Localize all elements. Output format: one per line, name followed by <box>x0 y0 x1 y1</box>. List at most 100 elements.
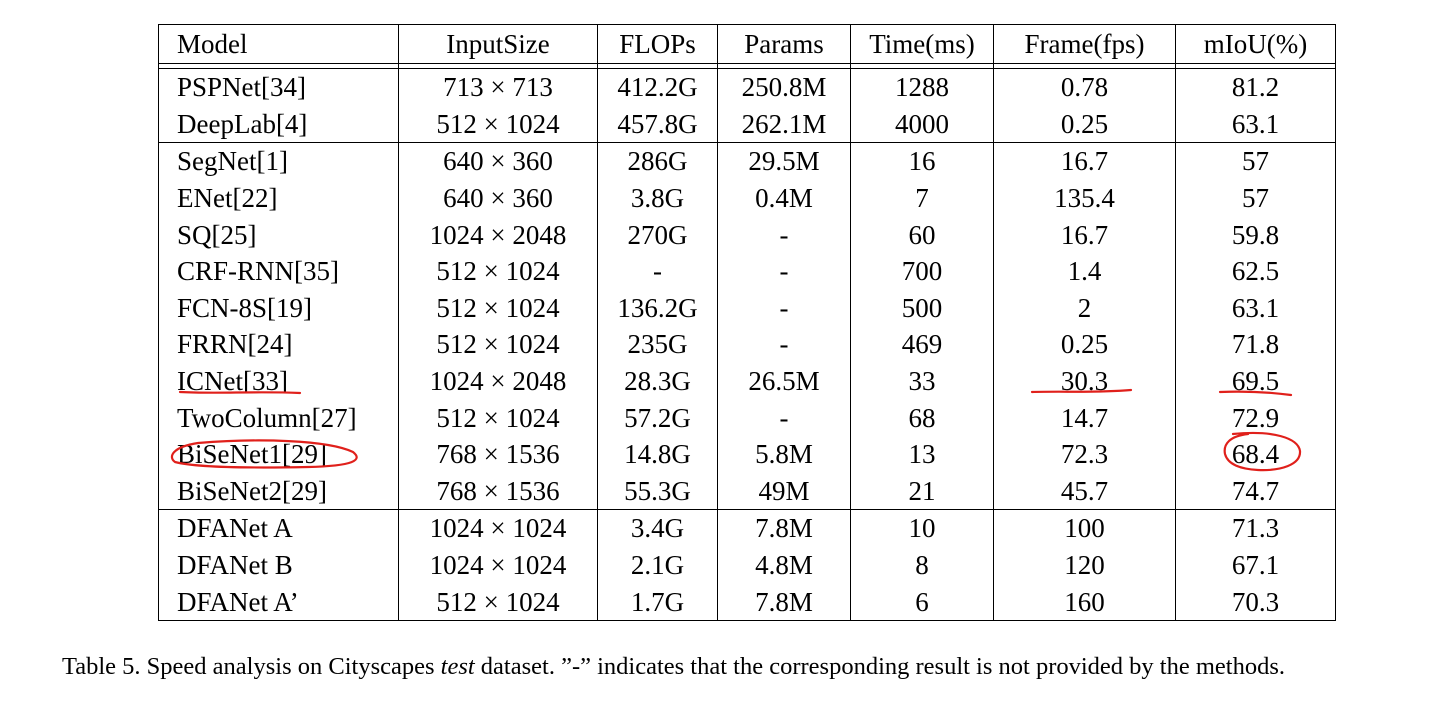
table-caption: Table 5. Speed analysis on Cityscapes te… <box>62 652 1442 682</box>
table-body: PSPNet[34] 713 × 713 412.2G 250.8M 1288 0.78 8… <box>158 68 1336 621</box>
cell-params: 5.8M <box>717 435 851 473</box>
cell-time: 8 <box>850 546 994 584</box>
cell-flops: 14.8G <box>597 435 718 473</box>
cell-inputsize: 1024 × 2048 <box>398 362 598 400</box>
table-row: BiSeNet1[29] 768 × 1536 14.8G 5.8M 13 72.3 68.… <box>158 435 1336 473</box>
cell-miou: 71.3 <box>1175 509 1336 547</box>
cell-flops: 412.2G <box>597 68 718 106</box>
table-row: DeepLab[4] 512 × 1024 457.8G 262.1M 4000 0.25… <box>158 105 1336 144</box>
cell-inputsize: 512 × 1024 <box>398 399 598 436</box>
cell-model: SQ[25] <box>158 216 399 253</box>
caption-emphasis: test <box>440 653 475 680</box>
cell-frame: 120 <box>993 546 1176 584</box>
cell-params: 262.1M <box>717 105 851 144</box>
cell-flops: - <box>597 252 718 290</box>
cell-time: 13 <box>850 435 994 473</box>
cell-inputsize: 512 × 1024 <box>398 583 598 621</box>
table-header-row: Model InputSize FLOPs Params Time(ms) Fr… <box>158 24 1336 64</box>
cell-flops: 3.8G <box>597 179 718 217</box>
cell-inputsize: 1024 × 2048 <box>398 216 598 253</box>
cell-model: SegNet[1] <box>158 142 399 180</box>
cell-frame: 1.4 <box>993 252 1176 290</box>
cell-model: FRRN[24] <box>158 326 399 363</box>
cell-time: 21 <box>850 472 994 511</box>
cell-params: 49M <box>717 472 851 511</box>
cell-miou: 57 <box>1175 142 1336 180</box>
table-row: DFANet A 1024 × 1024 3.4G 7.8M 10 100 71.3 <box>158 509 1336 547</box>
cell-params: 0.4M <box>717 179 851 217</box>
caption-prefix: Table 5. Speed analysis on Cityscapes <box>62 653 441 680</box>
table-row: DFANet B 1024 × 1024 2.1G 4.8M 8 120 67.1 <box>158 546 1336 584</box>
cell-time: 4000 <box>850 105 994 144</box>
table-row: PSPNet[34] 713 × 713 412.2G 250.8M 1288 0.78 8… <box>158 68 1336 106</box>
cell-time: 16 <box>850 142 994 180</box>
cell-miou: 67.1 <box>1175 546 1336 584</box>
cell-time: 7 <box>850 179 994 217</box>
cell-params: 7.8M <box>717 583 851 621</box>
cell-inputsize: 512 × 1024 <box>398 326 598 363</box>
cell-model: ICNet[33] <box>158 362 399 400</box>
cell-params: 26.5M <box>717 362 851 400</box>
cell-inputsize: 1024 × 1024 <box>398 546 598 584</box>
cell-time: 10 <box>850 509 994 547</box>
cell-model: BiSeNet1[29] <box>158 435 399 473</box>
cell-model: ENet[22] <box>158 179 399 217</box>
cell-model: DFANet A’ <box>158 583 399 621</box>
col-header-params: Params <box>717 24 851 64</box>
cell-inputsize: 713 × 713 <box>398 68 598 106</box>
cell-miou: 74.7 <box>1175 472 1336 511</box>
cell-flops: 55.3G <box>597 472 718 511</box>
cell-miou: 62.5 <box>1175 252 1336 290</box>
cell-model: DFANet A <box>158 509 399 547</box>
caption-suffix: dataset. ”-” indicates that the correspo… <box>474 653 1286 680</box>
speed-analysis-table: Model InputSize FLOPs Params Time(ms) Fr… <box>158 24 1336 621</box>
cell-model: BiSeNet2[29] <box>158 472 399 511</box>
cell-frame: 0.25 <box>993 326 1176 363</box>
cell-inputsize: 640 × 360 <box>398 142 598 180</box>
cell-frame: 2 <box>993 289 1176 327</box>
cell-model: DeepLab[4] <box>158 105 399 144</box>
cell-inputsize: 512 × 1024 <box>398 289 598 327</box>
cell-inputsize: 512 × 1024 <box>398 105 598 144</box>
col-header-flops: FLOPs <box>597 24 718 64</box>
table-row: CRF-RNN[35] 512 × 1024- -700 1.4 62.5 <box>158 252 1336 290</box>
col-header-model: Model <box>158 24 399 64</box>
cell-params: 7.8M <box>717 509 851 547</box>
cell-miou: 59.8 <box>1175 216 1336 253</box>
cell-time: 700 <box>850 252 994 290</box>
col-header-time: Time(ms) <box>850 24 994 64</box>
cell-frame: 160 <box>993 583 1176 621</box>
cell-model: TwoColumn[27] <box>158 399 399 436</box>
cell-miou: 68.4 <box>1175 435 1336 473</box>
cell-model: FCN-8S[19] <box>158 289 399 327</box>
cell-flops: 270G <box>597 216 718 253</box>
cell-model: DFANet B <box>158 546 399 584</box>
cell-frame: 45.7 <box>993 472 1176 511</box>
cell-inputsize: 768 × 1536 <box>398 472 598 511</box>
cell-miou: 71.8 <box>1175 326 1336 363</box>
cell-time: 500 <box>850 289 994 327</box>
cell-flops: 2.1G <box>597 546 718 584</box>
cell-params: - <box>717 326 851 363</box>
cell-frame: 14.7 <box>993 399 1176 436</box>
cell-flops: 28.3G <box>597 362 718 400</box>
table-row: DFANet A’ 512 × 1024 1.7G 7.8M 6 160 70.3 <box>158 583 1336 621</box>
cell-frame: 16.7 <box>993 142 1176 180</box>
cell-frame: 30.3 <box>993 362 1176 400</box>
cell-frame: 0.25 <box>993 105 1176 144</box>
cell-params: 250.8M <box>717 68 851 106</box>
cell-flops: 457.8G <box>597 105 718 144</box>
cell-flops: 136.2G <box>597 289 718 327</box>
table-row: TwoColumn[27] 512 × 1024 57.2G -68 14.7 72.9 <box>158 399 1336 436</box>
cell-miou: 81.2 <box>1175 68 1336 106</box>
cell-inputsize: 512 × 1024 <box>398 252 598 290</box>
cell-time: 60 <box>850 216 994 253</box>
cell-time: 33 <box>850 362 994 400</box>
cell-time: 1288 <box>850 68 994 106</box>
cell-time: 68 <box>850 399 994 436</box>
cell-params: - <box>717 252 851 290</box>
cell-frame: 100 <box>993 509 1176 547</box>
cell-params: - <box>717 216 851 253</box>
cell-frame: 135.4 <box>993 179 1176 217</box>
cell-frame: 16.7 <box>993 216 1176 253</box>
